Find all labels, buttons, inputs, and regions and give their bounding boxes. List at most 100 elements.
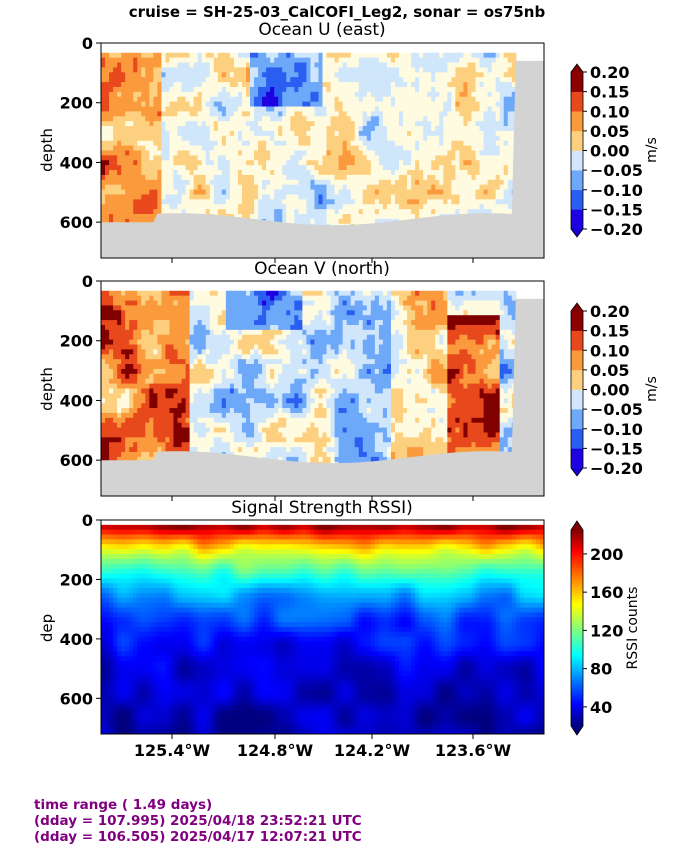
heatmap-cell [475,209,481,215]
heatmap-cell [101,145,106,152]
heatmap-cell [382,116,388,122]
heatmap-cell [225,170,231,176]
heatmap-cell [463,77,469,83]
heatmap-cell [101,334,106,341]
heatmap-cell [459,324,465,331]
heatmap-cell [322,140,328,147]
heatmap-cell [350,209,356,215]
heatmap-cell [483,57,489,64]
heatmap-cell [306,91,312,98]
heatmap-cell [463,165,469,171]
heatmap-cell [390,72,396,78]
heatmap-cell [221,165,227,171]
heatmap-cell [411,82,416,88]
heatmap-cell [382,349,388,355]
heatmap-cell [366,106,372,113]
heatmap-cell [451,101,456,108]
heatmap-cell [181,155,187,161]
heatmap-cell [117,194,122,200]
heatmap-cell [245,194,251,200]
heatmap-cell [499,315,505,321]
heatmap-cell [121,290,126,297]
heatmap-cell [503,204,509,210]
heatmap-cell [109,174,114,181]
heatmap-cell [145,86,150,93]
heatmap-cell [145,179,150,186]
heatmap-cell [330,57,336,64]
heatmap-cell [370,135,376,142]
heatmap-cell [483,290,489,297]
heatmap-cell [346,62,352,69]
heatmap-cell [459,349,465,355]
heatmap-cell [459,179,465,186]
heatmap-cell [229,320,235,326]
heatmap-cell [350,295,356,302]
heatmap-cell [294,329,299,336]
heatmap-cell [334,344,340,351]
heatmap-cell [471,77,477,83]
heatmap-cell [125,300,130,307]
heatmap-cell [294,67,299,73]
heatmap-cell [270,67,275,73]
heatmap-cell [109,52,114,59]
heatmap-cell [386,91,392,98]
heatmap-cell [165,199,171,205]
heatmap-cell [189,77,195,83]
heatmap-cell [101,214,106,220]
heatmap-cell [306,130,312,137]
heatmap-cell [378,106,384,113]
heatmap-cell [362,82,368,88]
heatmap-cell [165,300,171,307]
heatmap-cell [443,106,448,113]
heatmap-cell [467,165,473,171]
heatmap-cell [503,329,509,336]
heatmap-cell [173,305,179,311]
heatmap-cell [133,67,138,73]
heatmap-cell [113,324,118,331]
heatmap-cell [334,150,340,156]
heatmap-cell [374,174,380,181]
heatmap-cell [109,199,114,205]
heatmap-cell [447,184,452,191]
heatmap-cell [213,349,219,355]
heatmap-cell [330,135,336,142]
heatmap-cell [113,140,118,147]
heatmap-cell [366,116,372,122]
heatmap-cell [165,77,171,83]
heatmap-cell [169,199,175,205]
heatmap-cell [109,67,114,73]
heatmap-cell [314,339,320,346]
heatmap-cell [157,121,163,127]
heatmap-cell [427,165,432,171]
heatmap-cell [245,52,251,59]
heatmap-cell [101,329,106,336]
heatmap-cell [213,52,219,59]
heatmap-cell [443,155,448,161]
heatmap-cell [411,140,416,147]
heatmap-cell [338,315,344,321]
heatmap-cell [181,160,187,166]
heatmap-cell [197,209,203,215]
heatmap-cell [290,179,295,186]
heatmap-cell [237,179,243,186]
heatmap-cell [262,305,267,311]
heatmap-cell [310,106,316,113]
heatmap-cell [225,62,231,69]
heatmap-cell [258,106,263,113]
heatmap-cell [330,329,336,336]
heatmap-cell [314,179,320,186]
heatmap-cell [197,295,203,302]
heatmap-cell [354,218,360,225]
heatmap-cell [145,165,150,171]
heatmap-cell [209,295,215,302]
heatmap-cell [125,67,130,73]
heatmap-cell [233,290,239,297]
heatmap-cell [491,62,497,69]
heatmap-cell [475,295,481,302]
heatmap-cell [419,91,424,98]
heatmap-cell [455,91,461,98]
heatmap-cell [133,145,138,152]
colorbar-tick-label: 0.00 [590,142,629,161]
heatmap-cell [507,184,513,191]
heatmap-cell [237,86,243,93]
